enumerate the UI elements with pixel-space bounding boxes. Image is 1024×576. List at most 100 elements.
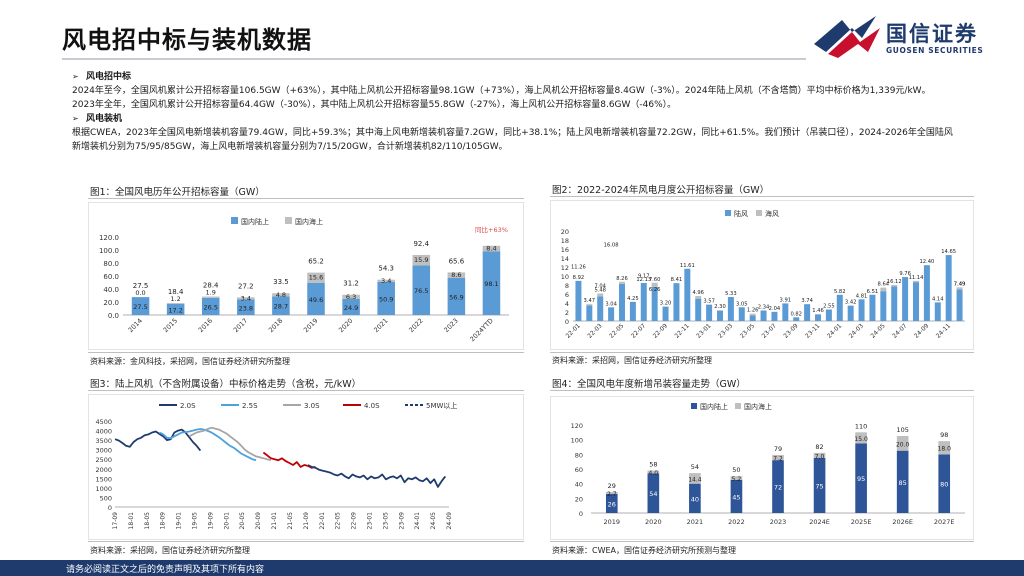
fig1-bar-onshore (447, 278, 466, 315)
fig1-data-label-offshore: 6.3 (346, 293, 356, 301)
fig2-ytick-label: 8 (565, 282, 569, 290)
fig2-legend-label-offshore: 海风 (765, 209, 779, 218)
fig2-data-label: 2.55 (823, 304, 835, 310)
fig2-data-label: 12.40 (919, 259, 934, 265)
fig2-bar-onshore (619, 283, 625, 321)
fig4-data-label-offshore: 5.2 (732, 476, 742, 483)
fig1-data-label-offshore: 1.9 (206, 289, 216, 297)
fig2-xtick-label: 24-07 (891, 322, 908, 339)
fig2-bar-onshore (738, 307, 745, 321)
fig2-chart-box: 陆风 海风 0 2 4 6 8 10 12 14 16 18 20 8.92 3.47 5.48 3.04 8.2… (550, 200, 974, 350)
fig2-bar-onshore (934, 302, 941, 321)
fig1-xtick-label: 2019 (302, 317, 319, 334)
fig4-total-label: 110 (855, 422, 867, 430)
section-heading-installation: ➢ 风电装机 (72, 112, 972, 126)
fig1-bar-onshore (166, 303, 185, 315)
fig4-data-label-offshore: 7.2 (773, 456, 783, 463)
fig3-xtick-label: 19-09 (207, 512, 214, 530)
fig2-ytick-label: 20 (561, 228, 569, 236)
fig2-bar-onshore (836, 294, 843, 321)
fig3-legend-label: 2.0S (180, 402, 196, 410)
fig3-xtick-label: 21-05 (287, 512, 294, 530)
fig2-xtick-label: 24-09 (913, 322, 930, 339)
fig3-xtick-label: 20-05 (239, 512, 246, 530)
paragraph-installation-1: 根据CWEA，2023年全国风电新增装机容量79.4GW，同比+59.3%；其中… (72, 128, 953, 138)
fig2-bar-onshore (640, 283, 647, 321)
fig2-data-label: 2.30 (714, 304, 726, 310)
fig3-bottom-rule (88, 541, 524, 542)
fig1-bar-onshore (482, 251, 501, 315)
fig4-source: 资料来源：CWEA，国信证券经济研究所预测与整理 (552, 546, 737, 555)
fig4-bar-offshore (647, 470, 660, 474)
fig1-data-label-offshore: 15.9 (414, 256, 428, 264)
fig2-bar-onshore (673, 283, 680, 321)
fig1-total-label: 27.5 (133, 282, 149, 290)
fig3-xtick-label: 24-09 (446, 512, 453, 530)
fig1-title: 图1：全国风电历年公开招标容量（GW） (90, 187, 265, 198)
fig2-bar-onshore (684, 268, 691, 321)
fig2-bar-onshore (902, 277, 909, 321)
fig2-xtick-label: 22-11 (673, 322, 690, 339)
logo-english-name: GUOSEN SECURITIES (886, 46, 984, 55)
fig2-extra-data-label: 16.08 (604, 243, 619, 249)
fig2-data-label: 8.41 (671, 277, 683, 283)
logo-chinese-name: 国信证券 (886, 22, 978, 46)
fig4-total-label: 105 (896, 426, 908, 434)
fig1-top-rule (88, 198, 524, 199)
section-title-bidding: 风电招中标 (86, 72, 132, 82)
fig2-ytick-label: 4 (565, 300, 569, 308)
section-heading-bidding: ➢ 风电招中标 (72, 70, 972, 84)
fig4-top-rule (550, 390, 974, 391)
fig2-xtick-label: 24-11 (935, 322, 952, 339)
fig1-data-label-onshore: 49.6 (309, 296, 323, 304)
fig3-legend-label: 2.5S (242, 402, 258, 410)
fig3-xtick-label: 21-09 (303, 512, 310, 530)
fig1-bar-offshore (482, 245, 501, 252)
fig2-bar-onshore (717, 310, 723, 321)
fig2-top-rule (550, 196, 974, 197)
fig3-ytick-label: 2000 (95, 466, 112, 474)
fig2-bar-onshore (945, 255, 952, 321)
fig4-bar-onshore (605, 493, 618, 513)
fig3-source: 资料来源：采招网，国信证券经济研究所整理 (90, 546, 250, 555)
fig2-data-label: 4.96 (692, 290, 704, 296)
fig2-data-label: 8.92 (573, 275, 585, 281)
fig4-bar-offshore (605, 491, 618, 494)
fig2-bar-onshore (782, 303, 789, 321)
fig1-data-label-offshore: 0.0 (135, 289, 145, 297)
fig1-total-label: 65.6 (449, 257, 465, 265)
fig1-source: 资料来源：金风科技，采招网，国信证券经济研究所整理 (90, 357, 290, 366)
fig2-data-label: 8.64 (878, 282, 890, 288)
fig4-data-label-offshore: 20.0 (896, 441, 910, 448)
fig4-chart-box: 国内陆上 国内海上 0 20 40 60 80 100 120 26 2.7 29 2019 54 4.0 5… (550, 396, 974, 540)
section-title-installation: 风电装机 (86, 114, 123, 124)
paragraph-installation-2: 新增装机分别为75/95/85GW，海上风电新增装机容量分别为7/15/20GW… (72, 142, 508, 152)
fig3-xtick-label: 24-01 (414, 512, 421, 530)
fig2-xtick-label: 24-03 (848, 322, 865, 339)
fig1-total-label: 65.2 (308, 258, 324, 266)
fig1-bar-offshore (307, 272, 325, 283)
fig3-ytick-label: 2500 (95, 456, 112, 464)
fig3-xtick-label: 18-05 (144, 512, 151, 530)
fig2-bar-onshore (771, 311, 778, 321)
fig1-xtick-label: 2015 (162, 317, 179, 334)
fig4-ytick-label: 100 (571, 437, 583, 445)
fig4-title: 图4：全国风电年度新增吊装容量走势（GW） (552, 379, 746, 390)
fig2-data-label: 3.04 (605, 301, 617, 307)
fig2-data-label: 0.82 (790, 311, 802, 317)
fig1-bar-offshore (272, 293, 290, 297)
fig2-bar-onshore (706, 304, 713, 321)
fig2-data-label: 11.61 (680, 263, 695, 269)
fig2-extra-data-label: 6.26 (649, 287, 661, 293)
fig1-legend-label-offshore: 国内海上 (295, 217, 323, 226)
fig1-bar-offshore (377, 279, 395, 282)
fig4-bar-onshore (772, 460, 784, 513)
fig3-xtick-label: 23-05 (382, 512, 389, 530)
fig4-xtick-label: 2022 (728, 518, 745, 526)
fig2-data-label: 1.26 (747, 308, 759, 314)
fig3-series-line (188, 426, 272, 462)
fig2-xtick-label: 23-09 (782, 322, 799, 339)
fig1-xtick-label: 2018 (267, 317, 284, 334)
